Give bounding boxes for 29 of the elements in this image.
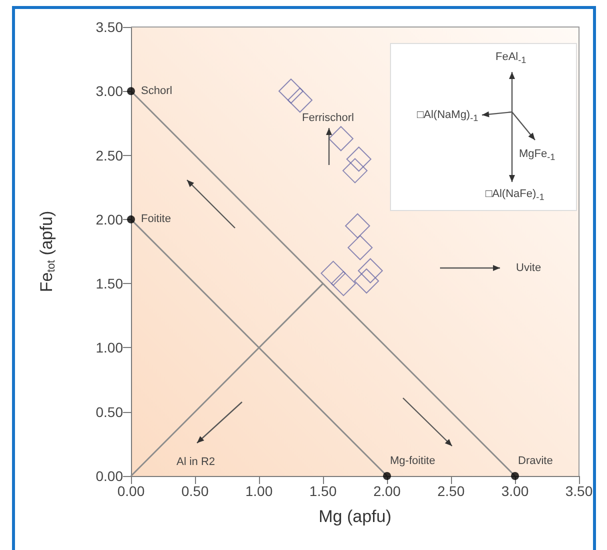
annotation: □Al(NaMg)$_{-1}$	[417, 108, 478, 123]
annotation: Dravite	[518, 454, 553, 466]
x-axis-title: Mg (apfu)	[318, 507, 392, 526]
annotation: Mg-foitite	[390, 454, 436, 466]
annotation: FeAl$_{-1}$	[496, 50, 526, 65]
annotation: MgFe$_{-1}$	[519, 148, 556, 162]
x-tick-label: 3.50	[565, 483, 593, 499]
y-axis-title: Fetot (apfu)	[37, 210, 58, 292]
x-tick-label: 2.00	[373, 483, 401, 499]
y-tick-label: 1.50	[96, 276, 124, 292]
x-tick-label: 3.00	[501, 483, 529, 499]
y-tick-label: 3.00	[96, 83, 124, 100]
x-tick-label: 0.50	[181, 483, 209, 499]
y-tick-label: 2.00	[96, 211, 124, 228]
y-tick-label: 1.00	[96, 340, 124, 356]
y-tick-label: 0.50	[96, 404, 124, 420]
annotation: Uvite	[516, 262, 542, 274]
annotation: Schorl	[141, 84, 172, 97]
x-tick-label: 0.00	[117, 483, 145, 499]
y-tick-label: 3.50	[96, 19, 124, 35]
annotation: □Al(NaFe)$_{-1}$	[486, 188, 544, 202]
x-tick-label: 1.50	[309, 483, 337, 499]
annotation: Ferrischorl	[302, 112, 354, 124]
y-tick-label: 2.50	[96, 147, 124, 164]
x-tick-label: 1.00	[245, 483, 273, 499]
annotation: Al in R2	[176, 456, 216, 468]
y-tick-label: 0.00	[96, 468, 124, 484]
x-tick-label: 2.50	[437, 483, 465, 499]
annotation: Foitite	[141, 212, 171, 225]
